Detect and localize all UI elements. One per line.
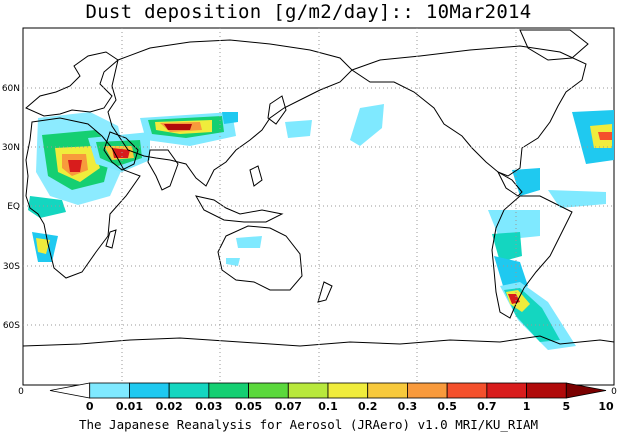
japan-coastline [267, 95, 287, 125]
indonesia-coastline [195, 195, 284, 223]
colorbar-cell [89, 382, 130, 399]
lat-label-60n: 60N [2, 84, 20, 94]
colorbar-cell [287, 382, 329, 399]
arabia-coastline [103, 131, 139, 171]
colorbar-tick-label: 0.01 [116, 400, 143, 413]
central-america-coastline [496, 170, 523, 197]
lat-label-30s: 30S [3, 262, 20, 272]
africa-coastline [25, 117, 141, 279]
colorbar-tick-label: 0.5 [437, 400, 457, 413]
dust-plume-pacific [226, 104, 384, 266]
colorbar-tick-label: 0.05 [235, 400, 262, 413]
colorbar-cell [367, 382, 408, 399]
colorbar-cell [526, 382, 567, 399]
colorbar-tick-label: 0.3 [398, 400, 418, 413]
colorbar-cell [168, 382, 210, 399]
colorbar-tick-label: 0.1 [318, 400, 338, 413]
colorbar-tick-label: 5 [562, 400, 570, 413]
greenland-coastline [519, 29, 589, 61]
colorbar-cell [248, 382, 289, 399]
colorbar-tick-label: 1 [523, 400, 531, 413]
map-title: Dust deposition [g/m2/day]:: 10Mar2014 [85, 1, 532, 23]
newzealand-coastline [317, 281, 333, 303]
colorbar-tick-label: 0.02 [156, 400, 183, 413]
colorbar-tick-label: 0.03 [195, 400, 222, 413]
madagascar-coastline [105, 229, 117, 249]
lat-label-eq: EQ [7, 202, 20, 212]
antarctica-coastline [22, 335, 615, 347]
colorbar-tick-label: 0.2 [358, 400, 378, 413]
latitude-labels: 60N 30N EQ 30S 60S [2, 84, 20, 331]
colorbar-cell [446, 382, 488, 399]
dust-plume-americas [488, 110, 614, 350]
australia-coastline [217, 225, 303, 291]
dust-plume-asian [140, 112, 238, 146]
colorbar-tick-label: 0.07 [275, 400, 302, 413]
lat-label-60s: 60S [3, 321, 20, 331]
colorbar: 0 0.01 0.02 0.03 0.05 0.07 0.1 0.2 0.3 0.5 0.7 1 5 10 [49, 382, 614, 413]
colorbar-cell [327, 382, 369, 399]
colorbar-cell [208, 382, 249, 399]
colorbar-cell [486, 382, 527, 399]
europe-coastline [25, 51, 119, 117]
philippines-coastline [249, 165, 263, 187]
colorbar-cell [129, 382, 170, 399]
colorbar-tick-label: 10 [598, 400, 614, 413]
colorbar-left-edge-label: 0 [18, 387, 24, 397]
lat-label-30n: 30N [2, 143, 20, 153]
asia-coastline [107, 39, 353, 187]
map-footer: The Japanese Reanalysis for Aerosol (JRA… [78, 417, 539, 432]
colorbar-cell [407, 382, 448, 399]
india-coastline [147, 149, 179, 191]
colorbar-tick-label: 0 [86, 400, 94, 413]
gridlines [23, 28, 614, 385]
colorbar-tick-label: 0.7 [477, 400, 497, 413]
colorbar-arrow-high [565, 382, 607, 399]
colorbar-right-edge-label: 0 [611, 387, 617, 397]
north-america-coastline [350, 45, 587, 177]
